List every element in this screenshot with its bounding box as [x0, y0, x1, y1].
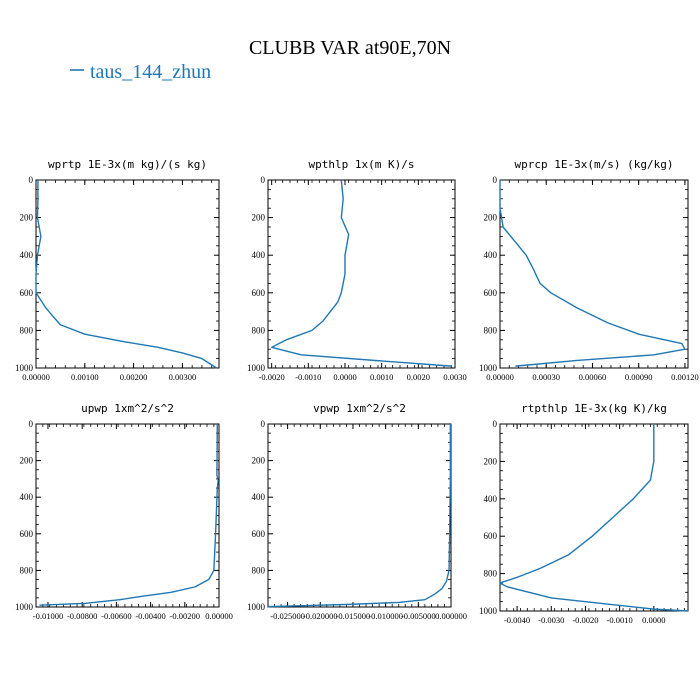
y-tick-label: 200: [20, 456, 34, 466]
y-tick-label: 0: [261, 175, 266, 185]
x-tick-label: 0.00030: [532, 372, 560, 382]
series-line: [39, 423, 219, 606]
x-tick-label: -0.025000: [270, 611, 305, 621]
x-tick-label: -0.0020: [572, 615, 598, 625]
y-tick-label: 600: [484, 531, 498, 541]
panel-title: rtpthlp 1E-3x(kg K)/kg: [521, 402, 667, 415]
y-tick-label: 1000: [15, 363, 34, 373]
y-tick-label: 0: [493, 175, 498, 185]
x-tick-label: -0.00800: [67, 611, 97, 621]
series-line: [35, 180, 217, 369]
x-tick-label: 0.00300: [169, 372, 197, 382]
x-tick-label: -0.0040: [504, 615, 530, 625]
x-tick-label: -0.0030: [538, 615, 564, 625]
y-tick-label: 600: [252, 288, 266, 298]
x-tick-label: -0.0010: [295, 372, 321, 382]
series-line: [270, 179, 452, 367]
panel-title: wpthlp 1x(m K)/s: [309, 158, 415, 171]
series-line: [267, 424, 452, 608]
y-tick-label: 600: [20, 288, 34, 298]
y-tick-label: 0: [29, 419, 34, 429]
y-tick-label: 800: [20, 325, 34, 335]
y-tick-label: 200: [484, 213, 498, 223]
x-tick-label: -0.010000: [368, 611, 403, 621]
panel-title: vpwp 1xm^2/s^2: [313, 402, 406, 415]
panel-2: wpthlp 1x(m K)/s 0 200 400 600 800 1000-0.0020…: [247, 158, 467, 382]
y-tick-label: 800: [484, 325, 498, 335]
panels: wprtp 1E-3x(m kg)/(s kg) 0 200 400 600 800 100…: [15, 158, 699, 625]
y-tick-label: 200: [252, 213, 266, 223]
x-tick-label: -0.020000: [303, 611, 338, 621]
plot-frame: [35, 179, 220, 369]
panel-3: wprcp 1E-3x(m/s) (kg/kg) 0 200 400 600 800 100…: [479, 158, 699, 382]
x-tick-label: 0.00000: [22, 372, 50, 382]
panel-5: vpwp 1xm^2/s^2 0 200 400 600 800 1000 -0.025000…: [247, 402, 467, 621]
panel-title: wprtp 1E-3x(m kg)/(s kg): [48, 158, 207, 171]
y-tick-label: 0: [493, 419, 498, 429]
y-tick-label: 800: [20, 565, 34, 575]
y-tick-label: 400: [20, 492, 34, 502]
panel-title: wprcp 1E-3x(m/s) (kg/kg): [515, 158, 674, 171]
y-tick-label: 1000: [479, 606, 498, 616]
x-tick-label: 0.00200: [120, 372, 148, 382]
x-tick-label: -0.005000: [401, 611, 436, 621]
plot-frame: [499, 423, 689, 612]
y-tick-label: 400: [484, 494, 498, 504]
y-tick-label: 600: [484, 288, 498, 298]
x-tick-label: 0.00100: [71, 372, 99, 382]
plot-frame: [499, 179, 689, 369]
y-tick-label: 600: [252, 529, 266, 539]
y-tick-label: 1000: [479, 363, 498, 373]
y-tick-label: 600: [20, 529, 34, 539]
x-tick-label: -0.015000: [336, 611, 371, 621]
y-tick-label: 400: [20, 250, 34, 260]
y-tick-label: 200: [252, 456, 266, 466]
y-tick-label: 800: [484, 569, 498, 579]
x-tick-label: 0.0000: [333, 372, 356, 382]
x-tick-label: 0.0030: [443, 372, 466, 382]
y-tick-label: 1000: [247, 602, 266, 612]
panel-6: rtpthlp 1E-3x(kg K)/kg02004006008001000-…: [479, 402, 689, 625]
x-tick-label: 0.0000: [642, 615, 665, 625]
y-tick-label: 0: [29, 175, 34, 185]
x-tick-label: 0.00000: [486, 372, 514, 382]
x-tick-label: 0.00090: [625, 372, 653, 382]
y-tick-label: 800: [252, 565, 266, 575]
legend-label: taus_144_zhun: [90, 61, 211, 83]
y-tick-label: 400: [252, 492, 266, 502]
x-tick-label: 0.00120: [671, 372, 699, 382]
legend: taus_144_zhun: [70, 61, 211, 83]
series-line: [499, 180, 686, 367]
plot-frame: [267, 423, 452, 608]
x-tick-label: -0.0020: [259, 372, 285, 382]
panel-title: upwp 1xm^2/s^2: [81, 402, 174, 415]
x-tick-label: -0.00400: [135, 611, 165, 621]
y-tick-label: 400: [484, 250, 498, 260]
panel-4: upwp 1xm^2/s^202004006008001000-0.01000-…: [15, 402, 233, 621]
y-tick-label: 1000: [247, 363, 266, 373]
x-tick-label: -0.0010: [607, 615, 633, 625]
x-tick-label: -0.00200: [170, 611, 200, 621]
y-tick-label: 200: [20, 213, 34, 223]
plot-frame: [267, 179, 456, 369]
y-tick-label: 400: [252, 250, 266, 260]
x-tick-label: 0.0010: [370, 372, 393, 382]
y-tick-label: 0: [261, 419, 266, 429]
x-tick-label: 0.00060: [579, 372, 607, 382]
plot-frame: [35, 423, 220, 608]
x-tick-label: 0.000000: [435, 611, 467, 621]
series-line: [499, 424, 689, 612]
panel-1: wprtp 1E-3x(m kg)/(s kg) 0 200 400 600 800 100…: [15, 158, 220, 382]
x-tick-label: -0.00600: [101, 611, 131, 621]
x-tick-label: 0.00000: [205, 611, 233, 621]
y-tick-label: 1000: [15, 602, 34, 612]
x-tick-label: 0.0020: [407, 372, 430, 382]
x-tick-label: -0.01000: [33, 611, 63, 621]
y-tick-label: 200: [484, 456, 498, 466]
y-tick-label: 800: [252, 325, 266, 335]
figure-title: CLUBB VAR at90E,70N: [249, 37, 451, 59]
